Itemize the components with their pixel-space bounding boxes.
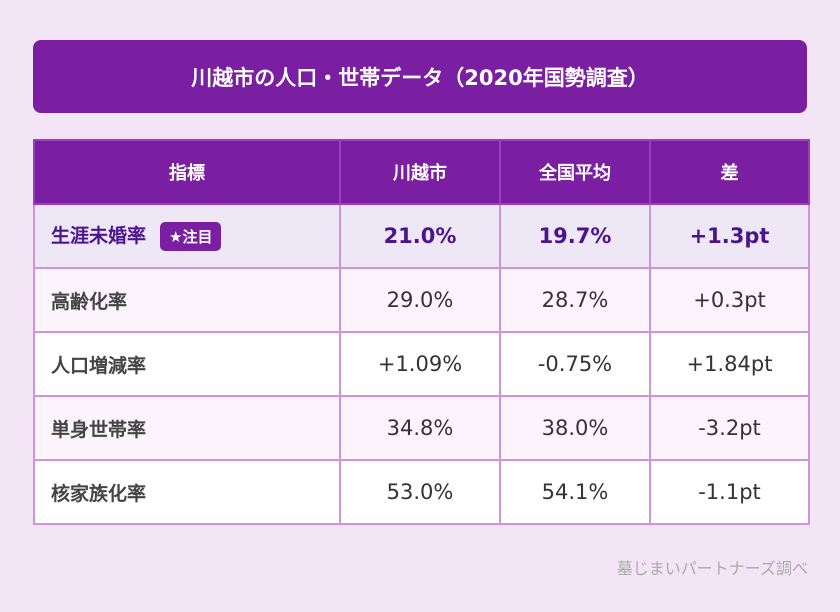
highlight-badge: ★注目 — [160, 222, 222, 251]
row-label-text: 生涯未婚率 — [51, 225, 147, 247]
row-label: 人口増減率 — [33, 331, 341, 397]
national-value: 54.1% — [499, 459, 651, 525]
table-row: 人口増減率 +1.09% -0.75% +1.84pt — [33, 331, 810, 397]
diff-value: +1.84pt — [649, 331, 810, 397]
diff-value: -3.2pt — [649, 395, 810, 461]
table-row: 核家族化率 53.0% 54.1% -1.1pt — [33, 459, 810, 525]
source-note: 墓じまいパートナーズ調べ — [616, 559, 808, 578]
diff-value: -1.1pt — [649, 459, 810, 525]
national-value: -0.75% — [499, 331, 651, 397]
kawagoe-value: +1.09% — [339, 331, 501, 397]
kawagoe-value: 29.0% — [339, 267, 501, 333]
diff-value: +1.3pt — [649, 203, 810, 269]
kawagoe-value: 53.0% — [339, 459, 501, 525]
header-national: 全国平均 — [499, 139, 651, 205]
row-label: 高齢化率 — [33, 267, 341, 333]
row-label: 核家族化率 — [33, 459, 341, 525]
header-kawagoe: 川越市 — [339, 139, 501, 205]
kawagoe-value: 21.0% — [339, 203, 501, 269]
row-label: 生涯未婚率 ★注目 — [33, 203, 341, 269]
table-row: 生涯未婚率 ★注目 21.0% 19.7% +1.3pt — [33, 203, 810, 269]
national-value: 19.7% — [499, 203, 651, 269]
table-row: 単身世帯率 34.8% 38.0% -3.2pt — [33, 395, 810, 461]
national-value: 28.7% — [499, 267, 651, 333]
diff-value: +0.3pt — [649, 267, 810, 333]
header-indicator: 指標 — [33, 139, 341, 205]
kawagoe-value: 34.8% — [339, 395, 501, 461]
header-diff: 差 — [649, 139, 810, 205]
data-table: 指標 川越市 全国平均 差 生涯未婚率 ★注目 21.0% 19.7% +1.3p… — [33, 139, 810, 525]
national-value: 38.0% — [499, 395, 651, 461]
table-row: 高齢化率 29.0% 28.7% +0.3pt — [33, 267, 810, 333]
table-header-row: 指標 川越市 全国平均 差 — [33, 139, 810, 205]
row-label: 単身世帯率 — [33, 395, 341, 461]
page-title: 川越市の人口・世帯データ（2020年国勢調査） — [33, 40, 807, 113]
